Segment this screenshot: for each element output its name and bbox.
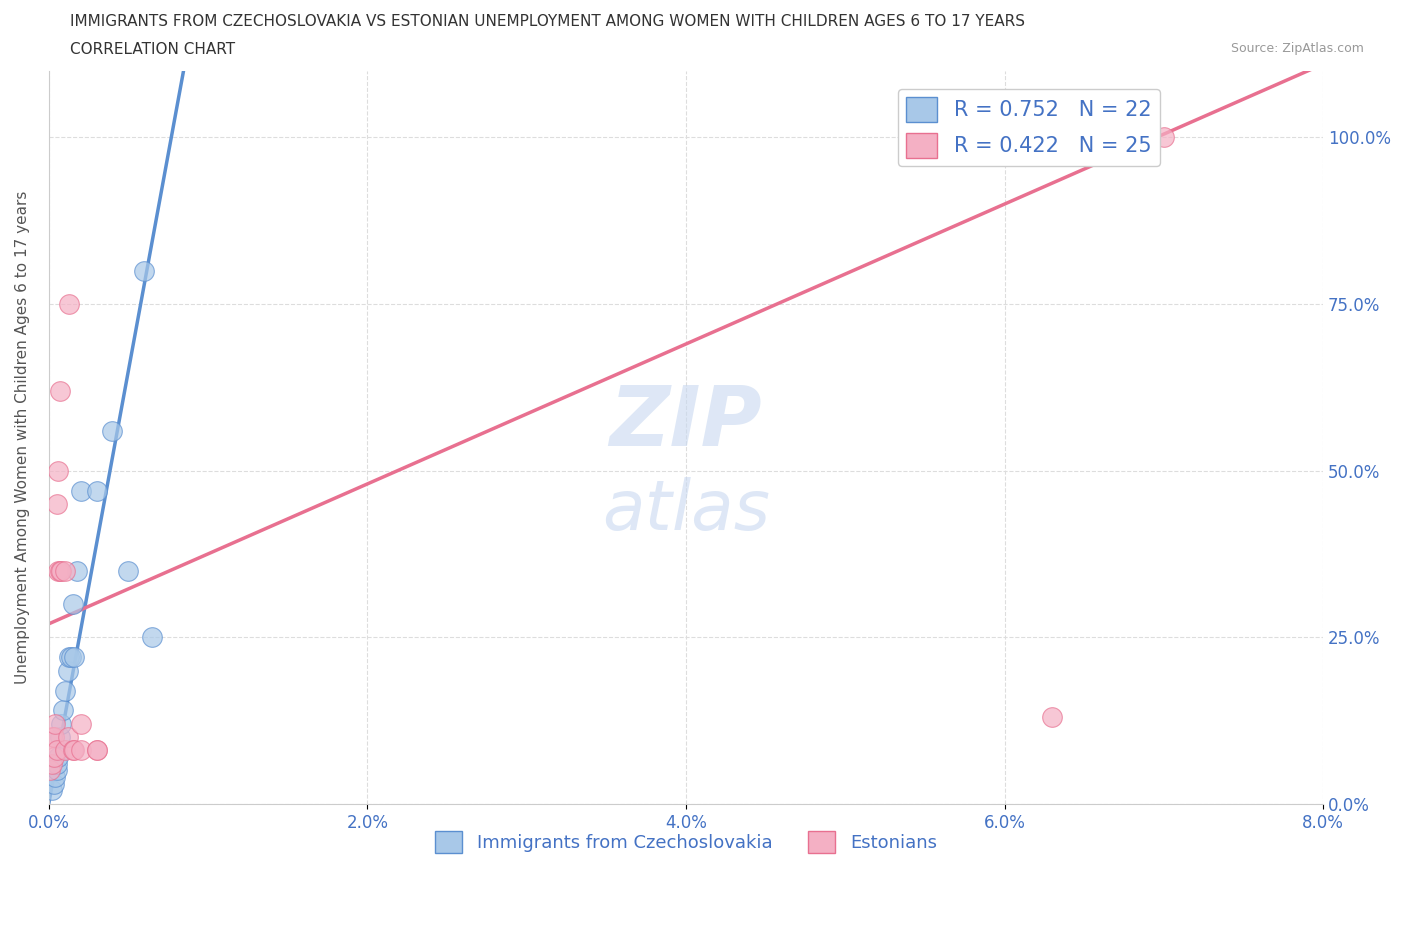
Point xyxy=(66,564,89,578)
Point xyxy=(45,743,67,758)
Point xyxy=(44,770,66,785)
Point xyxy=(53,564,76,578)
Text: IMMIGRANTS FROM CZECHOSLOVAKIA VS ESTONIAN UNEMPLOYMENT AMONG WOMEN WITH CHILDRE: IMMIGRANTS FROM CZECHOSLOVAKIA VS ESTONI… xyxy=(70,14,1025,29)
Point xyxy=(63,743,86,758)
Text: CORRELATION CHART: CORRELATION CHART xyxy=(70,42,235,57)
Point xyxy=(62,743,84,758)
Point xyxy=(134,263,156,278)
Point xyxy=(60,650,83,665)
Point xyxy=(53,743,76,758)
Point xyxy=(53,683,76,698)
Point xyxy=(1153,130,1175,145)
Point xyxy=(86,743,108,758)
Point xyxy=(69,716,91,731)
Point xyxy=(46,564,69,578)
Point xyxy=(42,750,65,764)
Point xyxy=(141,630,163,644)
Point xyxy=(41,783,63,798)
Point xyxy=(101,423,124,438)
Point xyxy=(86,743,108,758)
Point xyxy=(51,564,73,578)
Point xyxy=(56,730,79,745)
Point xyxy=(117,564,139,578)
Point xyxy=(46,750,69,764)
Text: ZIP: ZIP xyxy=(610,382,762,463)
Point xyxy=(45,756,67,771)
Point xyxy=(45,763,67,777)
Point xyxy=(39,763,62,777)
Point xyxy=(1040,710,1063,724)
Point xyxy=(58,297,80,312)
Point xyxy=(58,650,80,665)
Point xyxy=(86,484,108,498)
Point xyxy=(51,716,73,731)
Point xyxy=(42,730,65,745)
Point xyxy=(56,663,79,678)
Point xyxy=(49,383,72,398)
Point xyxy=(69,484,91,498)
Point xyxy=(49,730,72,745)
Point xyxy=(62,596,84,611)
Point xyxy=(42,777,65,791)
Point xyxy=(46,463,69,478)
Legend: Immigrants from Czechoslovakia, Estonians: Immigrants from Czechoslovakia, Estonian… xyxy=(427,824,943,861)
Point xyxy=(49,564,72,578)
Text: Source: ZipAtlas.com: Source: ZipAtlas.com xyxy=(1230,42,1364,55)
Y-axis label: Unemployment Among Women with Children Ages 6 to 17 years: Unemployment Among Women with Children A… xyxy=(15,191,30,684)
Point xyxy=(52,703,75,718)
Point xyxy=(45,497,67,512)
Text: atlas: atlas xyxy=(602,477,770,544)
Point xyxy=(41,756,63,771)
Point xyxy=(63,650,86,665)
Point xyxy=(44,716,66,731)
Point xyxy=(69,743,91,758)
Point xyxy=(41,730,63,745)
